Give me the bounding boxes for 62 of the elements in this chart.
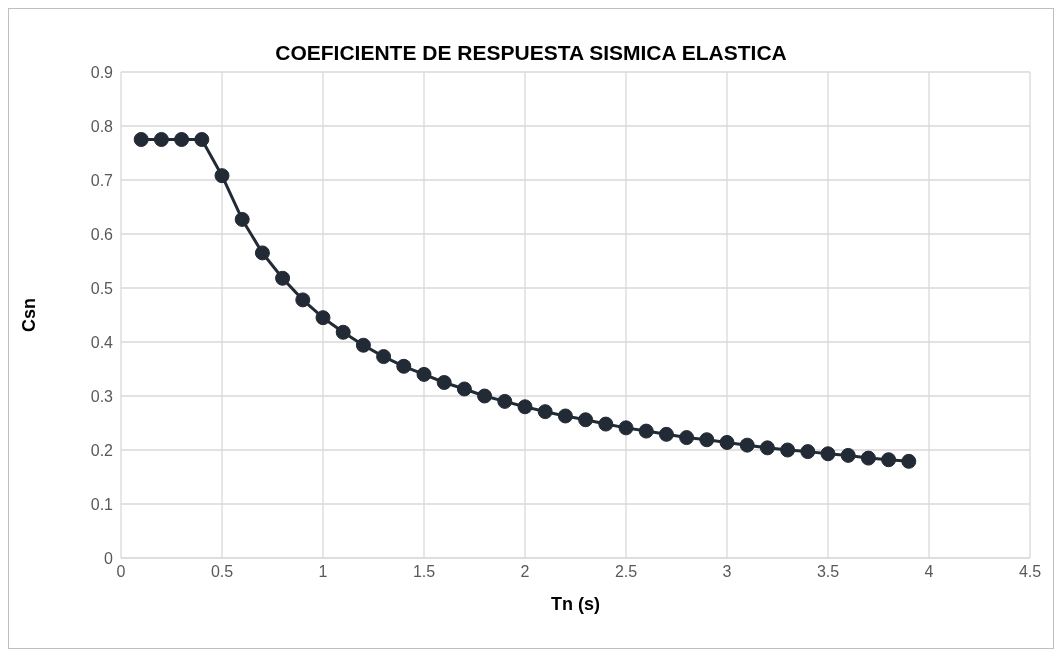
point xyxy=(719,434,735,450)
point xyxy=(497,393,513,409)
point xyxy=(840,447,856,463)
point xyxy=(234,211,250,227)
y-tick-label: 0.1 xyxy=(90,495,114,513)
point xyxy=(315,310,331,326)
point xyxy=(416,366,432,382)
point xyxy=(477,388,493,404)
chart-title: COEFICIENTE DE RESPUESTA SISMICA ELASTICA xyxy=(274,41,788,65)
x-tick-label: 3 xyxy=(722,563,732,581)
y-tick-label: 0.3 xyxy=(90,387,114,405)
x-tick-label: 2 xyxy=(520,563,530,581)
point xyxy=(598,416,614,432)
point xyxy=(860,450,876,466)
y-tick-label: 0.5 xyxy=(90,279,114,297)
x-axis-title: Tn (s) xyxy=(551,594,600,614)
point xyxy=(699,432,715,448)
y-axis-title: Csn xyxy=(19,297,40,333)
x-tick-label: 0.5 xyxy=(210,563,234,581)
x-tick-label: 3.5 xyxy=(816,563,840,581)
point xyxy=(618,420,634,436)
point xyxy=(133,132,149,147)
point xyxy=(295,292,311,308)
point xyxy=(800,444,816,460)
point xyxy=(658,426,674,442)
point xyxy=(174,132,190,147)
y-tick-label: 0.2 xyxy=(90,441,114,459)
point xyxy=(881,452,897,468)
x-tick-label: 1 xyxy=(318,563,328,581)
point xyxy=(396,358,412,374)
point xyxy=(436,375,452,390)
x-tick-label: 1.5 xyxy=(412,563,436,581)
point xyxy=(214,168,230,184)
point xyxy=(153,132,169,147)
x-tick-label: 0 xyxy=(116,563,126,581)
point xyxy=(376,349,392,365)
y-tick-label: 0.4 xyxy=(90,333,114,351)
y-tick-label: 0.6 xyxy=(90,225,114,243)
point xyxy=(557,408,573,424)
point xyxy=(759,440,775,456)
point xyxy=(739,437,755,453)
y-tick-label: 0.7 xyxy=(90,171,114,189)
y-tick-label: 0 xyxy=(104,549,114,567)
point xyxy=(517,399,533,415)
point xyxy=(456,381,472,397)
x-tick-label: 4 xyxy=(924,563,934,581)
point xyxy=(638,423,654,439)
y-tick-label: 0.8 xyxy=(90,117,114,135)
x-tick-label: 2.5 xyxy=(614,563,638,581)
point xyxy=(537,404,553,420)
x-tick-label: 4.5 xyxy=(1018,563,1042,581)
y-tick-label: 0.9 xyxy=(90,63,114,81)
point xyxy=(194,132,210,147)
point xyxy=(355,337,371,353)
point xyxy=(679,430,695,446)
point xyxy=(901,453,917,469)
point xyxy=(254,245,270,261)
point xyxy=(335,324,351,340)
point xyxy=(578,412,594,428)
point xyxy=(275,270,291,286)
point xyxy=(820,446,836,462)
point xyxy=(780,442,796,458)
